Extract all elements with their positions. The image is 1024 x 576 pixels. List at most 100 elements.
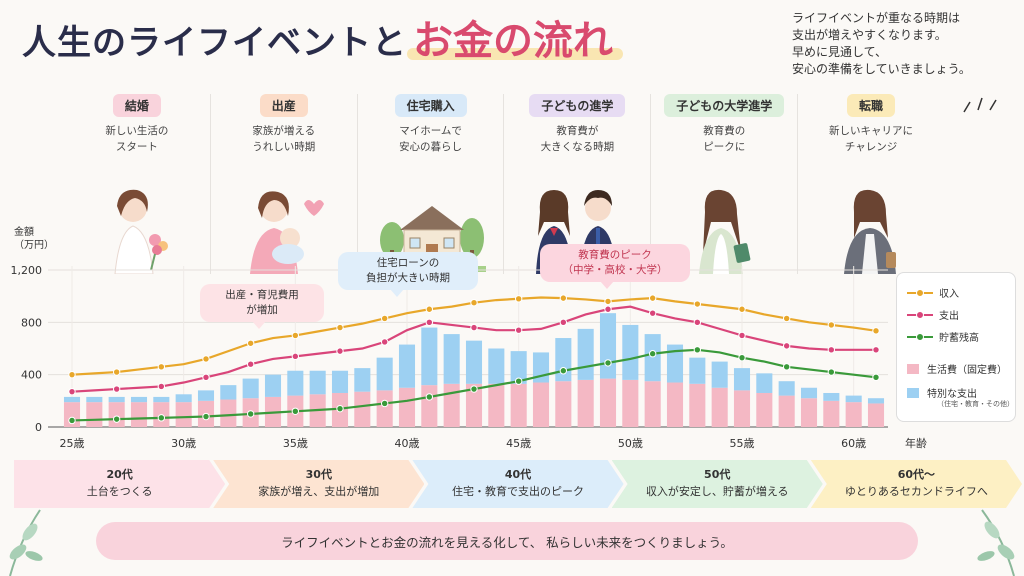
y-tick-label: 800: [21, 316, 42, 329]
life-event-description-line: 家族が増える: [252, 125, 316, 137]
bar-living-cost: [555, 381, 572, 427]
life-event-description-line: うれしい時期: [252, 141, 316, 153]
x-tick-label: 25歳: [60, 437, 85, 450]
life-event-description-line: 教育費が: [556, 125, 599, 137]
bar-living-cost: [666, 382, 684, 427]
title-part1: 人生のライフイベントと: [22, 23, 407, 63]
point-expense: [872, 346, 880, 354]
callout-line: 負担が大きい時期: [366, 272, 450, 284]
bar-living-cost: [488, 383, 505, 427]
point-expense: [648, 309, 657, 317]
point-income: [291, 331, 300, 340]
x-tick-label: 60歳: [841, 437, 866, 450]
callout-line: が増加: [246, 304, 278, 316]
bar-living-cost: [108, 402, 125, 427]
bar-special-cost: [443, 334, 460, 384]
point-savings: [246, 410, 255, 418]
chart-legend: 収入 支出 貯蓄残高 生活費（固定費） 特別な支出 （住宅・教育・その他）: [896, 272, 1016, 422]
bar-special-cost: [733, 368, 751, 391]
decade-age: 30代: [305, 468, 332, 481]
bar-living-cost: [443, 383, 460, 427]
life-event-description-line: 新しいキャリアに: [829, 125, 914, 137]
point-savings: [291, 407, 300, 415]
career-woman-illustration: [798, 178, 944, 274]
y-axis-label: 金額 （万円）: [14, 226, 54, 252]
bar-special-cost: [287, 370, 304, 396]
bar-living-cost: [778, 395, 795, 427]
legend-item-savings: 貯蓄残高: [907, 329, 979, 344]
life-event-description: 家族が増える うれしい時期: [211, 123, 357, 155]
bar-living-cost: [845, 402, 862, 427]
bar-living-cost: [756, 392, 773, 427]
expense-line-swatch: [907, 310, 933, 319]
bar-special-cost: [153, 396, 170, 403]
point-savings: [157, 414, 166, 422]
life-event-description: 教育費が大きくなる時期: [504, 123, 650, 155]
x-axis-label: 年齢: [905, 436, 927, 450]
point-income: [604, 297, 612, 306]
decade-timeline: 20代 土台をつくる 30代 家族が増え、支出が増加 40代 住宅・教育で支出のピーク 50…: [14, 460, 1010, 508]
x-tick-label: 50歳: [618, 437, 643, 450]
decade-1: 20代 土台をつくる: [14, 460, 225, 508]
point-expense: [380, 338, 389, 346]
point-expense: [291, 352, 300, 361]
bar-special-cost: [421, 327, 438, 386]
y-axis-label-line: （万円）: [14, 240, 54, 251]
y-axis-label-line: 金額: [14, 227, 34, 238]
bar-special-cost: [689, 357, 706, 384]
bar-living-cost: [532, 382, 550, 427]
bar-living-cost: [220, 399, 237, 427]
bar-living-cost: [689, 383, 706, 427]
bar-special-cost: [823, 392, 840, 401]
note-line: 早めに見通して、: [792, 45, 888, 59]
savings-line-swatch: [907, 332, 933, 341]
point-expense: [425, 318, 434, 327]
point-savings: [693, 346, 702, 354]
bar-living-cost: [130, 402, 148, 427]
point-income: [693, 300, 702, 308]
bottom-banner: ライフイベントとお金の流れを見える化して、 私らしい未来をつくりましょう。: [96, 522, 918, 560]
bar-special-cost: [800, 387, 818, 399]
life-event-label: 転職: [847, 94, 896, 117]
point-savings: [738, 353, 746, 362]
point-expense: [112, 385, 121, 393]
bar-living-cost: [577, 379, 594, 427]
legend-item-income: 収入: [907, 285, 959, 300]
life-event-5: 子どもの大学進学 教育費の ピークに: [650, 94, 797, 274]
decade-description: ゆとりあるセカンドライフへ: [844, 485, 988, 498]
point-savings: [782, 363, 791, 371]
note-line: 支出が増えやすくなります。: [792, 28, 947, 42]
mother-with-baby-illustration: [211, 178, 357, 274]
point-savings: [380, 399, 389, 408]
point-expense: [738, 331, 746, 340]
y-axis-unit: 金額 （万円）: [14, 226, 54, 252]
bar-special-cost: [488, 348, 505, 384]
callout-line: 出産・育児費用: [225, 289, 299, 301]
bar-special-cost: [175, 394, 192, 403]
legend-item-expense: 支出: [907, 307, 959, 322]
bar-special-cost: [197, 390, 215, 401]
bar-special-cost: [867, 398, 885, 404]
life-event-2: 出産 家族が増える うれしい時期: [209, 94, 357, 274]
callout-education-peak: 教育費のピーク （中学・高校・大学）: [540, 244, 690, 289]
point-income: [514, 295, 523, 303]
bar-special-cost: [309, 370, 326, 395]
y-tick-label: 1,200: [11, 264, 43, 277]
point-income: [336, 323, 344, 332]
money-flow-chart: 0 400 800 1,200 25歳 30歳 35歳 40歳 45歳 50歳 55歳 60歳 年齢: [11, 264, 928, 450]
point-expense: [157, 382, 166, 391]
point-income: [246, 339, 255, 347]
point-expense: [604, 305, 612, 313]
life-event-description-line: ピークに: [703, 141, 746, 153]
life-event-description-line: 教育費の: [703, 125, 746, 137]
bar-living-cost: [823, 400, 840, 427]
bar-special-cost: [108, 396, 125, 403]
point-income: [648, 294, 657, 302]
bar-living-cost: [800, 398, 818, 427]
callout-housing-loan: 住宅ローンの 負担が大きい時期: [338, 252, 478, 297]
decade-description: 土台をつくる: [86, 485, 153, 498]
decade-5: 60代〜 ゆとりあるセカンドライフへ: [811, 460, 1022, 508]
callout-line: 住宅ローンの: [376, 257, 440, 269]
life-event-description: 新しい生活の スタート: [64, 123, 210, 155]
life-event-description-line: 大きくなる時期: [540, 141, 615, 153]
